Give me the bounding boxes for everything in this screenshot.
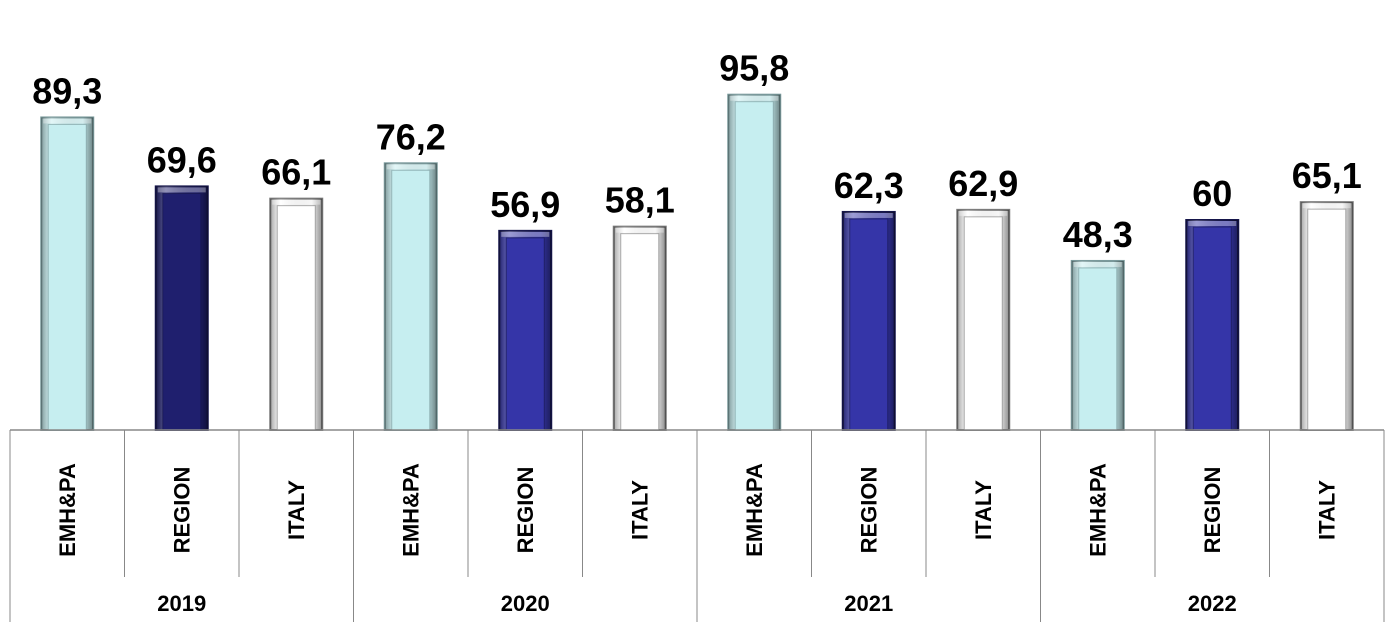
group-label: 2022 <box>1188 591 1237 616</box>
bar-2019-italy <box>269 197 324 431</box>
category-label: ITALY <box>284 480 309 540</box>
value-label: 76,2 <box>376 116 446 157</box>
category-label: EMH&PA <box>742 463 767 557</box>
bar-2020-italy <box>612 225 667 431</box>
group-label: 2020 <box>501 591 550 616</box>
bar-2019-emh-pa <box>40 116 95 431</box>
value-label: 89,3 <box>32 70 102 111</box>
category-label: REGION <box>856 467 881 554</box>
value-label: 66,1 <box>261 152 331 193</box>
value-label: 69,6 <box>147 139 217 180</box>
value-label: 62,3 <box>834 165 904 206</box>
bar-2020-region <box>498 229 553 431</box>
value-label: 65,1 <box>1292 155 1362 196</box>
value-label: 95,8 <box>719 48 789 89</box>
category-axis: EMH&PA REGION ITALY 2019 EMH&PA REGION ITALY 20… <box>9 429 1385 622</box>
group-label: 2019 <box>157 591 206 616</box>
bar-2022-italy <box>1299 201 1354 431</box>
value-label: 58,1 <box>605 180 675 221</box>
bar-2022-emh-pa <box>1070 259 1125 432</box>
value-label: 62,9 <box>948 163 1018 204</box>
bar-2022-region <box>1185 219 1240 431</box>
bar-2021-italy <box>956 208 1011 431</box>
category-label: ITALY <box>1314 480 1339 540</box>
category-label: EMH&PA <box>1085 463 1110 557</box>
category-label: ITALY <box>971 480 996 540</box>
bar-2021-emh-pa <box>727 93 782 431</box>
value-label: 60 <box>1192 173 1232 214</box>
bar-2020-emh-pa <box>383 162 438 432</box>
category-label: REGION <box>513 467 538 554</box>
value-label: 56,9 <box>490 184 560 225</box>
bar-2019-region <box>154 185 209 431</box>
bars-layer: 89,3 69,6 66,1 76,2 56,9 58,1 95,8 62,3 62,9 48,3… <box>32 48 1362 432</box>
category-label: EMH&PA <box>398 463 423 557</box>
bar-2021-region <box>841 210 896 431</box>
category-label: ITALY <box>627 480 652 540</box>
category-label: REGION <box>1200 467 1225 554</box>
category-label: EMH&PA <box>55 463 80 557</box>
group-label: 2021 <box>844 591 893 616</box>
value-label: 48,3 <box>1063 214 1133 255</box>
category-label: REGION <box>169 467 194 554</box>
